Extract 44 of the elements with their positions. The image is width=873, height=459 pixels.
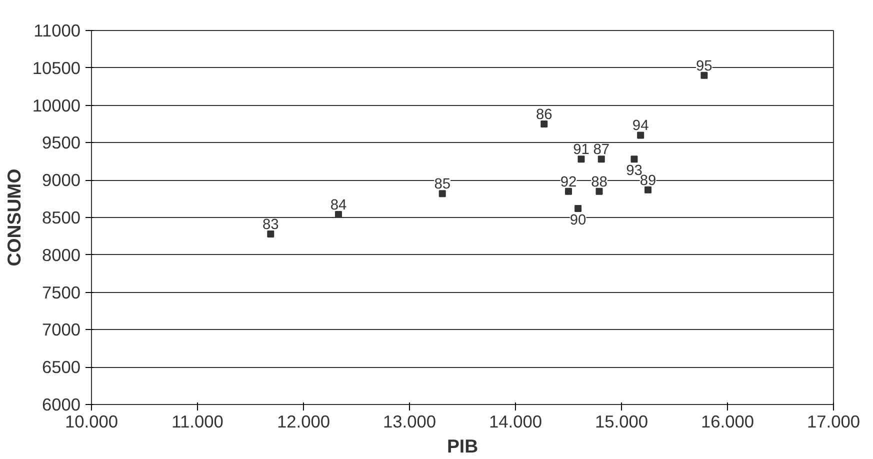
y-tick-label: 6000 [42, 394, 81, 414]
y-tick-label: 7000 [42, 320, 81, 340]
point [598, 156, 605, 163]
point [644, 186, 652, 194]
point [540, 120, 548, 128]
point [637, 132, 644, 139]
x-tick-label: 12.000 [277, 412, 330, 432]
point [700, 72, 708, 79]
annotation: 91 [573, 142, 590, 158]
point [630, 156, 638, 163]
y-tick-label: 11000 [34, 20, 81, 40]
y-axis-title: CONSUMO [3, 168, 24, 266]
point [574, 205, 582, 212]
point [578, 156, 585, 163]
annotation: 85 [434, 176, 451, 193]
x-tick-label: 10.000 [65, 412, 118, 432]
point [596, 188, 603, 195]
y-tick-label: 8500 [42, 208, 81, 228]
annotation: 88 [591, 174, 608, 190]
annotation: 95 [696, 58, 712, 74]
y-tick-label: 10500 [32, 58, 80, 78]
annotation: 86 [536, 107, 552, 123]
y-tick-label: 10000 [32, 95, 80, 116]
point [267, 230, 274, 238]
annotation: 83 [262, 216, 279, 233]
annotation: 94 [632, 118, 649, 134]
y-tick-label: 6500 [42, 357, 81, 378]
point [565, 188, 572, 195]
x-tick-label: 11.000 [172, 412, 224, 432]
annotation: 92 [560, 174, 577, 190]
y-tick-label: 9500 [42, 132, 81, 153]
annotation: 84 [330, 198, 347, 214]
annotation: 90 [570, 212, 586, 229]
x-tick-label: 14.000 [489, 412, 542, 432]
x-tick-label: 15.000 [595, 412, 648, 432]
y-tick-label: 7500 [42, 282, 81, 302]
x-tick-label: 17.000 [807, 412, 860, 432]
y-tick-label: 8000 [42, 244, 81, 265]
annotation: 87 [593, 142, 610, 158]
point [438, 190, 446, 198]
x-tick-label: 13.000 [383, 412, 436, 432]
x-tick-label: 16.000 [701, 412, 754, 432]
y-tick-label: 9000 [42, 170, 81, 190]
x-axis-title: PIB [446, 436, 478, 456]
